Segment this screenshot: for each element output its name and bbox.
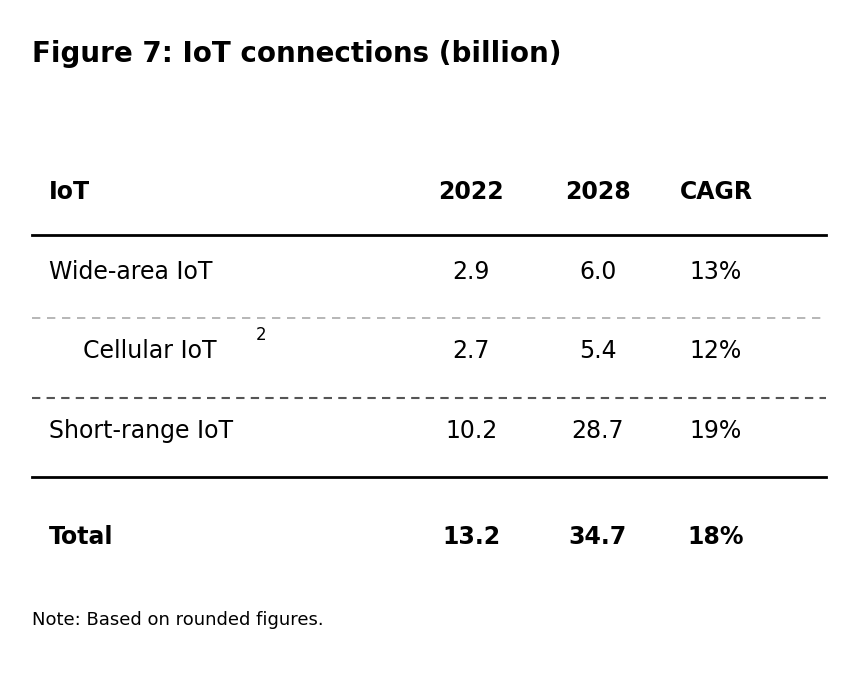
Text: 13.2: 13.2 xyxy=(442,525,500,549)
Text: 28.7: 28.7 xyxy=(571,418,624,443)
Text: 2022: 2022 xyxy=(438,180,504,204)
Text: 2.9: 2.9 xyxy=(452,260,490,284)
Text: Cellular IoT: Cellular IoT xyxy=(83,339,216,363)
Text: CAGR: CAGR xyxy=(680,180,752,204)
Text: 2028: 2028 xyxy=(565,180,631,204)
Text: 34.7: 34.7 xyxy=(569,525,627,549)
Text: 13%: 13% xyxy=(690,260,742,284)
Text: 12%: 12% xyxy=(690,339,742,363)
Text: 18%: 18% xyxy=(688,525,744,549)
Text: IoT: IoT xyxy=(49,180,90,204)
Text: 19%: 19% xyxy=(690,418,742,443)
Text: 2.7: 2.7 xyxy=(452,339,490,363)
Text: Note: Based on rounded figures.: Note: Based on rounded figures. xyxy=(33,611,323,629)
Text: Short-range IoT: Short-range IoT xyxy=(49,418,233,443)
Text: 2: 2 xyxy=(256,326,267,343)
Text: Total: Total xyxy=(49,525,113,549)
Text: 10.2: 10.2 xyxy=(445,418,498,443)
Text: 6.0: 6.0 xyxy=(579,260,617,284)
Text: Wide-area IoT: Wide-area IoT xyxy=(49,260,213,284)
Text: Figure 7: IoT connections (billion): Figure 7: IoT connections (billion) xyxy=(33,40,562,68)
Text: 5.4: 5.4 xyxy=(579,339,617,363)
